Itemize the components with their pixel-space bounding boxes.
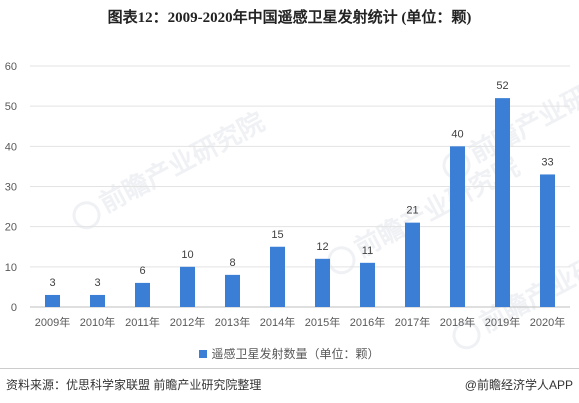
x-tick-label: 2017年 — [395, 315, 430, 329]
credit-note: @前瞻经济学人APP — [464, 378, 573, 392]
bar — [495, 98, 510, 307]
x-tick-label: 2009年 — [35, 315, 70, 329]
bar — [45, 294, 60, 307]
x-tick-label: 2011年 — [125, 315, 160, 329]
data-label: 21 — [406, 205, 418, 217]
bar — [315, 258, 330, 307]
x-tick-label: 2014年 — [260, 315, 295, 329]
y-tick-label: 20 — [5, 222, 17, 234]
bars-layer — [45, 98, 555, 307]
data-label: 33 — [541, 156, 553, 168]
bar — [360, 262, 375, 307]
labels-layer: 0 10 20 30 40 50 60 3 2009年 3 2010年 6 2011年 10 2012年 8 2… — [5, 61, 565, 329]
bar — [270, 246, 285, 307]
data-label: 15 — [271, 229, 283, 241]
bar — [540, 174, 555, 307]
data-label: 12 — [316, 241, 328, 253]
y-tick-label: 30 — [5, 182, 17, 194]
x-tick-label: 2019年 — [485, 315, 520, 329]
y-tick-label: 40 — [5, 141, 17, 153]
y-tick-label: 60 — [5, 61, 17, 73]
x-tick-label: 2013年 — [215, 315, 250, 329]
bar — [450, 146, 465, 307]
legend: 遥感卫星发射数量（单位：颗） — [0, 345, 579, 362]
footer-divider — [0, 368, 579, 369]
data-label: 11 — [362, 245, 373, 257]
grid-layer — [30, 65, 570, 308]
legend-swatch — [199, 349, 208, 358]
legend-label: 遥感卫星发射数量（单位：颗） — [211, 347, 380, 361]
data-label: 40 — [451, 128, 463, 140]
x-tick-label: 2020年 — [530, 315, 565, 329]
y-tick-label: 50 — [5, 101, 17, 113]
data-label: 3 — [94, 277, 100, 289]
data-label: 10 — [181, 249, 193, 261]
source-note: 资料来源：优思科学家联盟 前瞻产业研究院整理 — [6, 378, 262, 392]
x-tick-label: 2018年 — [440, 315, 475, 329]
bar — [90, 294, 105, 307]
data-label: 3 — [49, 277, 55, 289]
bar — [135, 282, 150, 307]
data-label: 6 — [139, 265, 145, 277]
y-tick-label: 10 — [5, 262, 17, 274]
y-tick-label: 0 — [11, 302, 17, 314]
x-tick-label: 2016年 — [350, 315, 385, 329]
data-label: 8 — [229, 257, 235, 269]
x-tick-label: 2010年 — [80, 315, 115, 329]
x-tick-label: 2015年 — [305, 315, 340, 329]
bar — [225, 274, 240, 307]
chart-title: 图表12：2009-2020年中国遥感卫星发射统计 (单位：颗) — [107, 10, 472, 26]
bar — [405, 222, 420, 307]
x-tick-label: 2012年 — [170, 315, 205, 329]
bar — [180, 266, 195, 307]
data-label: 52 — [496, 80, 508, 92]
bar-chart: 0 10 20 30 40 50 60 3 2009年 3 2010年 6 2011年 10 2012年 8 2… — [5, 61, 570, 329]
